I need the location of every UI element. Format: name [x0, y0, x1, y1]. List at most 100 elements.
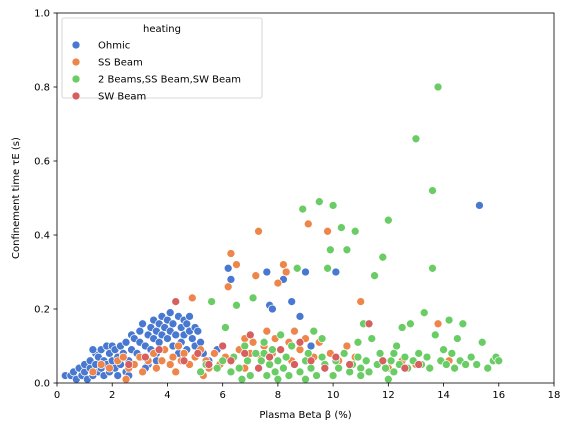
legend-box: [61, 17, 263, 99]
data-point: [259, 337, 269, 347]
data-point: [433, 82, 443, 92]
data-point: [196, 337, 205, 347]
data-point: [284, 371, 294, 380]
data-point: [171, 297, 181, 306]
data-point: [314, 197, 324, 207]
data-point: [303, 219, 313, 229]
data-point: [400, 363, 410, 373]
legend-marker: [71, 57, 81, 67]
data-point: [301, 267, 310, 277]
data-point: [389, 367, 399, 377]
data-point: [138, 367, 147, 377]
data-point: [383, 374, 393, 384]
data-point: [141, 352, 150, 362]
data-point: [221, 323, 230, 332]
data-point: [439, 345, 448, 355]
data-point: [265, 352, 274, 362]
data-point: [331, 352, 341, 362]
data-point: [287, 341, 297, 351]
points-layer: [60, 82, 504, 384]
data-point: [414, 360, 424, 369]
data-point: [226, 367, 236, 377]
data-point: [279, 260, 288, 269]
data-point: [292, 263, 302, 273]
data-point: [345, 360, 355, 369]
data-point: [163, 334, 172, 343]
data-point: [232, 260, 241, 269]
data-point: [268, 304, 277, 314]
data-point: [212, 363, 222, 373]
data-point: [411, 134, 421, 144]
data-point: [414, 349, 424, 358]
data-point: [290, 360, 299, 369]
data-point: [295, 337, 305, 347]
legend-label: SW Beam: [98, 92, 146, 103]
data-point: [472, 360, 482, 369]
plot-frame: [56, 12, 555, 384]
data-point: [339, 349, 349, 358]
data-point: [381, 363, 390, 373]
legend-label: 2 Beams,SS Beam,SW Beam: [98, 75, 241, 86]
data-point: [154, 345, 164, 355]
data-point: [179, 356, 189, 366]
y-tick-label: 1.0: [34, 9, 50, 20]
data-point: [179, 349, 189, 358]
y-axis-label: Confinement time τE (s): [11, 137, 22, 259]
data-point: [378, 356, 388, 366]
data-point: [138, 319, 147, 329]
data-point: [350, 226, 360, 236]
data-point: [124, 360, 134, 369]
data-point: [234, 363, 244, 373]
data-point: [256, 356, 266, 366]
data-point: [287, 297, 297, 306]
data-point: [226, 356, 236, 366]
data-point: [375, 349, 385, 358]
data-point: [273, 356, 283, 366]
x-tick-label: 12: [382, 390, 395, 401]
data-point: [461, 360, 470, 369]
data-point: [168, 319, 178, 329]
data-point: [383, 215, 393, 225]
data-point: [298, 204, 308, 214]
legend: heating Ohmic SS Beam 2 Beams,SS Beam,SW B…: [61, 17, 263, 103]
data-point: [121, 337, 131, 347]
data-point: [273, 374, 283, 384]
data-point: [494, 356, 504, 366]
data-point: [270, 367, 280, 377]
data-point: [320, 363, 330, 373]
data-point: [88, 367, 98, 377]
data-point: [334, 363, 343, 373]
data-point: [240, 341, 250, 351]
data-point: [342, 245, 352, 255]
data-point: [174, 341, 183, 351]
x-tick-label: 6: [219, 390, 225, 401]
data-point: [364, 319, 374, 329]
data-point: [248, 293, 258, 303]
data-point: [245, 330, 255, 340]
data-point: [223, 282, 233, 292]
data-point: [364, 367, 374, 377]
data-point: [273, 278, 283, 288]
data-point: [171, 330, 181, 340]
x-tick-label: 0: [54, 390, 60, 401]
x-tick-label: 18: [548, 390, 561, 401]
data-point: [428, 263, 437, 273]
data-point: [441, 360, 451, 369]
data-point: [105, 363, 114, 373]
data-point: [326, 245, 335, 255]
data-point: [245, 371, 255, 380]
y-tick-label: 0.6: [34, 157, 50, 168]
x-tick-label: 14: [437, 390, 450, 401]
data-point: [279, 363, 288, 373]
legend-marker: [71, 40, 81, 50]
data-point: [356, 371, 366, 380]
data-point: [193, 349, 203, 358]
x-tick-label: 8: [275, 390, 281, 401]
data-point: [389, 349, 399, 358]
data-point: [248, 337, 258, 347]
data-point: [262, 371, 272, 380]
data-point: [378, 252, 388, 262]
data-point: [113, 371, 123, 380]
x-tick-label: 2: [109, 390, 115, 401]
data-point: [406, 319, 415, 329]
